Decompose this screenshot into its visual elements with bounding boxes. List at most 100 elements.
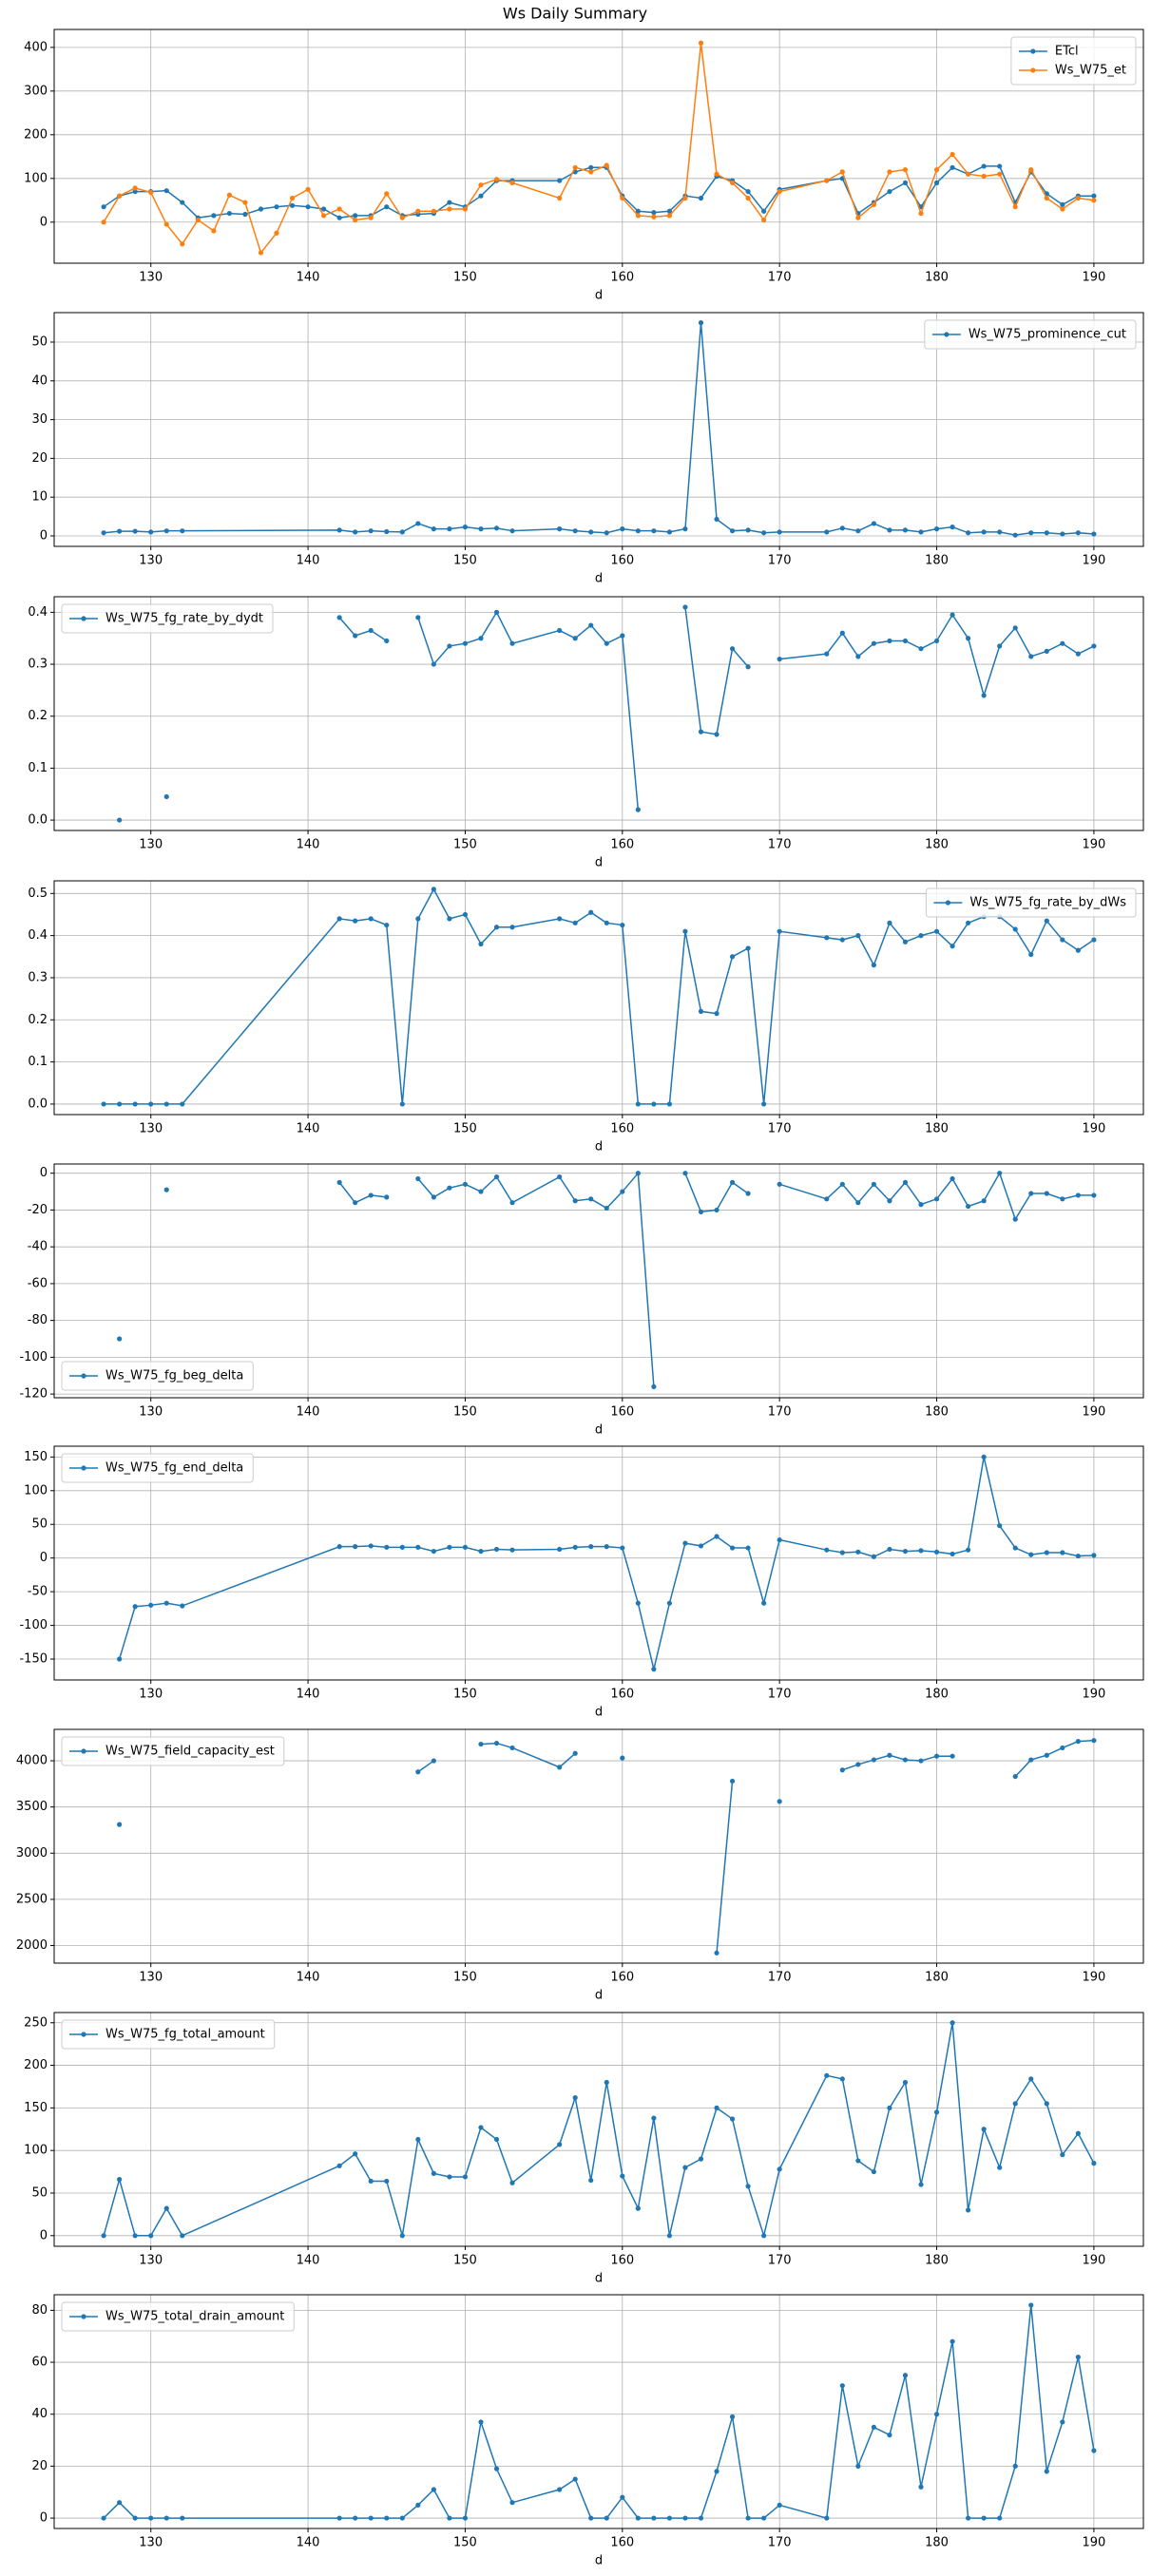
- data-point: [714, 732, 719, 737]
- data-point: [871, 1554, 876, 1559]
- data-point: [729, 528, 736, 534]
- data-point: [887, 920, 892, 925]
- data-point: [1075, 2130, 1081, 2136]
- data-point: [666, 529, 673, 535]
- data-point: [918, 1202, 924, 1208]
- data-point: [997, 2165, 1003, 2170]
- data-point: [163, 1600, 169, 1606]
- y-tick-label: -40: [28, 1240, 48, 1254]
- legend-box: [61, 603, 274, 634]
- data-point: [1060, 206, 1065, 212]
- subplot: 130 140 150 160 170 180 190 0 50 100 150 200 250 d Ws_…: [24, 2012, 1144, 2286]
- data-point: [572, 920, 578, 925]
- data-point: [415, 208, 421, 214]
- data-point: [1075, 947, 1081, 953]
- data-point: [148, 1101, 154, 1107]
- data-point: [572, 2095, 578, 2101]
- data-point: [902, 1757, 909, 1763]
- data-point: [761, 1600, 767, 1606]
- data-point: [666, 1101, 673, 1107]
- data-point: [557, 2142, 563, 2147]
- x-axis-label: d: [595, 2554, 603, 2568]
- data-point: [509, 180, 515, 185]
- data-point: [1028, 530, 1034, 536]
- data-point: [242, 211, 248, 218]
- data-point: [415, 1769, 421, 1775]
- data-point: [997, 171, 1003, 177]
- data-point: [148, 1602, 154, 1608]
- data-point: [604, 920, 609, 925]
- data-point: [997, 2515, 1003, 2521]
- data-point: [572, 636, 578, 641]
- data-point: [839, 1181, 845, 1187]
- legend-box: [924, 319, 1137, 350]
- data-point: [620, 1189, 625, 1194]
- y-tick-label: -100: [19, 1350, 48, 1364]
- data-point: [1012, 1545, 1018, 1551]
- data-point: [588, 529, 594, 535]
- data-point: [745, 1545, 751, 1551]
- data-point: [887, 638, 892, 644]
- data-point: [761, 217, 767, 223]
- legend-box: [61, 2301, 295, 2332]
- legend: Ws_W75_fg_rate_by_dWs: [925, 887, 1137, 918]
- data-point: [666, 213, 673, 219]
- data-point: [180, 2233, 185, 2239]
- data-point: [682, 2165, 688, 2170]
- data-point: [981, 173, 987, 180]
- x-tick-label: 190: [1082, 1122, 1105, 1136]
- y-tick-label: 0.4: [28, 928, 48, 943]
- x-tick-label: 160: [610, 1122, 634, 1136]
- legend-label: ETcl: [1055, 45, 1079, 59]
- data-point: [336, 527, 342, 533]
- data-point: [447, 1544, 452, 1550]
- subplot: 130 140 150 160 170 180 190 0 20 40 60 80 d Ws_W75_to…: [31, 2294, 1144, 2568]
- data-point: [714, 1207, 719, 1213]
- data-point: [651, 210, 657, 216]
- series-line: [103, 43, 1095, 255]
- data-point: [211, 228, 217, 234]
- data-point: [509, 640, 515, 646]
- figure-title: Ws Daily Summary: [503, 5, 647, 23]
- data-point: [572, 164, 578, 170]
- data-point: [887, 169, 892, 175]
- y-tick-label: 20: [31, 2459, 48, 2473]
- data-point: [163, 528, 169, 534]
- data-point: [604, 162, 609, 168]
- data-point: [824, 529, 830, 535]
- data-point: [918, 529, 924, 535]
- y-tick-label: 50: [31, 1517, 48, 1532]
- data-point: [855, 1762, 861, 1767]
- data-point: [933, 167, 940, 173]
- data-point: [997, 1171, 1003, 1176]
- data-point: [777, 1536, 782, 1543]
- data-point: [180, 528, 185, 534]
- data-point: [855, 1549, 861, 1555]
- data-point: [981, 1454, 987, 1460]
- y-tick-label: 0.1: [28, 1055, 48, 1069]
- data-point: [729, 1179, 736, 1185]
- data-point: [729, 646, 736, 652]
- x-tick-label: 140: [297, 2254, 320, 2268]
- data-point: [777, 1799, 782, 1804]
- data-point: [180, 1101, 185, 1107]
- x-tick-label: 190: [1082, 271, 1105, 285]
- data-point: [714, 2105, 719, 2110]
- data-point: [258, 206, 264, 212]
- data-point: [933, 526, 940, 532]
- data-point: [557, 195, 563, 201]
- legend-marker: [81, 1373, 86, 1379]
- data-point: [745, 188, 751, 195]
- data-point: [493, 525, 500, 531]
- data-point: [682, 604, 688, 610]
- data-point: [336, 916, 342, 922]
- x-tick-label: 160: [610, 554, 634, 568]
- legend: Ws_W75_fg_total_amount: [61, 2019, 276, 2050]
- data-point: [761, 208, 767, 214]
- legend-marker: [81, 1465, 86, 1471]
- legend-marker: [81, 2032, 86, 2037]
- data-point: [226, 192, 232, 198]
- x-tick-label: 190: [1082, 554, 1105, 568]
- data-point: [981, 2515, 987, 2521]
- data-point: [950, 525, 955, 530]
